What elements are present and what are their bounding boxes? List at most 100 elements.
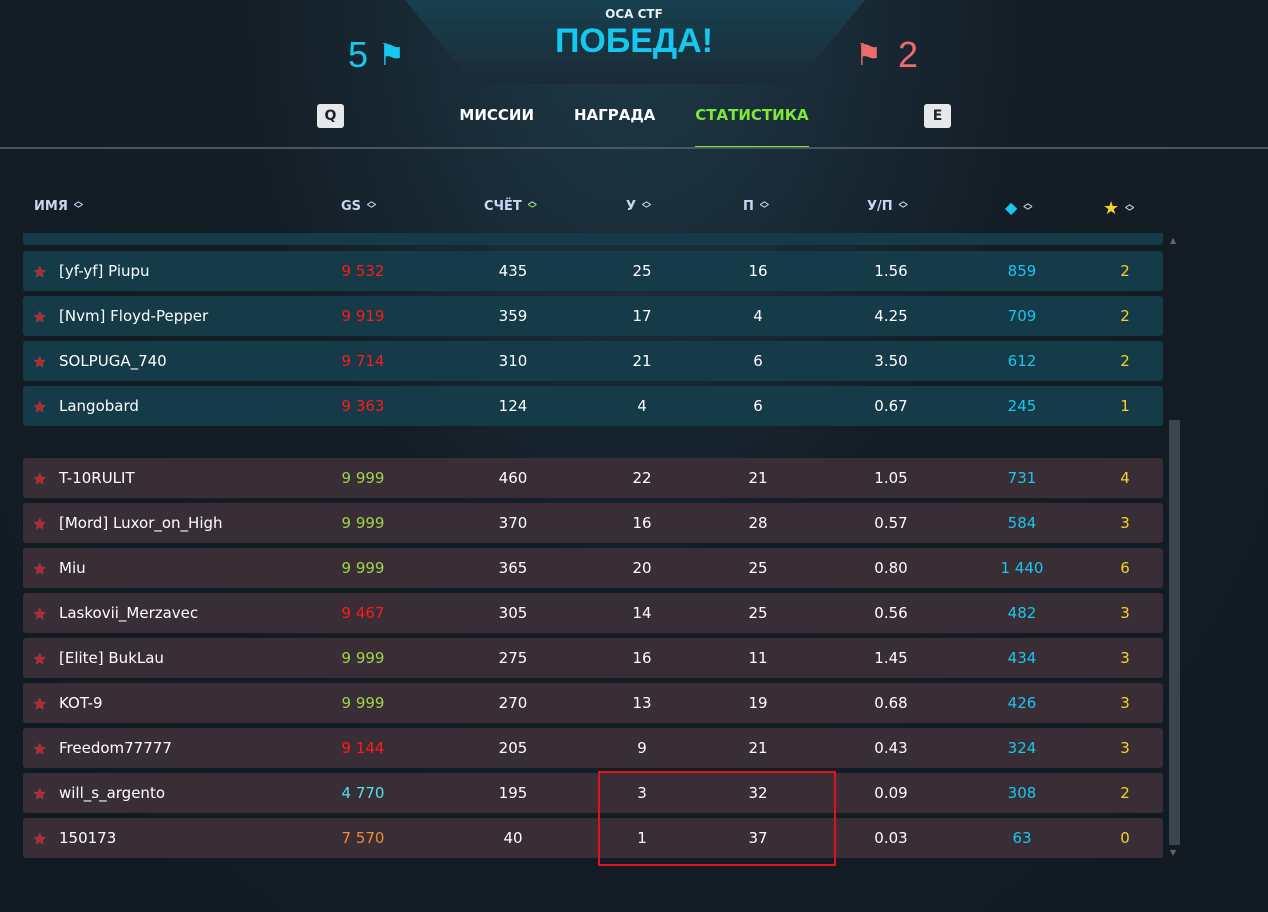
cell-cr: 482 xyxy=(1007,604,1037,622)
result-title: ПОБЕДА! xyxy=(554,22,714,60)
cell-cr: 434 xyxy=(1007,649,1037,667)
cell-gs: 9 999 xyxy=(341,469,385,487)
cell-d: 21 xyxy=(748,469,768,487)
cell-score: 270 xyxy=(498,694,528,712)
cell-d: 16 xyxy=(748,262,768,280)
cell-score: 359 xyxy=(498,307,528,325)
sort-icon: ︿ ﹀ xyxy=(1023,198,1033,217)
table-row[interactable]: ★ 150173 7 570 40 1 37 0.03 63 0 xyxy=(23,818,1163,858)
cell-gs: 9 999 xyxy=(341,649,385,667)
enemy-team-score: 2 xyxy=(898,34,919,75)
table-row[interactable]: ★ KOT-9 9 999 270 13 19 0.68 426 3 xyxy=(23,683,1163,723)
table-row[interactable]: ★ [Mord] Luxor_on_High 9 999 370 16 28 0.57 584… xyxy=(23,503,1163,543)
rank-star-icon: ★ xyxy=(33,353,47,371)
sort-icon: ︿ ﹀ xyxy=(759,197,769,215)
col-deaths[interactable]: П ︿ ﹀ xyxy=(743,197,769,215)
cell-st: 2 xyxy=(1120,352,1130,370)
cell-kd: 1.56 xyxy=(874,262,908,280)
table-row[interactable]: ★ [yf-yf] Piupu 9 532 435 25 16 1.56 859 2 xyxy=(23,251,1163,291)
cell-cr: 731 xyxy=(1007,469,1037,487)
cell-k: 16 xyxy=(632,649,652,667)
table-row[interactable]: ★ SOLPUGA_740 9 714 310 21 6 3.50 612 2 xyxy=(23,341,1163,381)
cell-gs: 7 570 xyxy=(341,829,385,847)
cell-k: 14 xyxy=(632,604,652,622)
table-row[interactable]: ★ [Nvm] Floyd-Pepper 9 919 359 17 4 4.25 709 2 xyxy=(23,296,1163,336)
cell-st: 3 xyxy=(1120,739,1130,757)
rank-star-icon: ★ xyxy=(33,308,47,326)
cell-k: 9 xyxy=(637,739,647,757)
tab-reward[interactable]: НАГРАДА xyxy=(574,106,656,124)
player-name: SOLPUGA_740 xyxy=(59,352,167,370)
cell-st: 3 xyxy=(1120,649,1130,667)
player-name: [Nvm] Floyd-Pepper xyxy=(59,307,209,325)
table-row[interactable]: ★ T-10RULIT 9 999 460 22 21 1.05 731 4 xyxy=(23,458,1163,498)
sort-icon: ︿ ﹀ xyxy=(1125,199,1135,218)
red-flag-icon: ⚑ xyxy=(855,39,882,72)
scroll-up-icon[interactable]: ▲ xyxy=(1170,236,1177,245)
player-name: 150173 xyxy=(59,829,117,847)
cell-d: 32 xyxy=(748,784,768,802)
table-row[interactable]: ★ Laskovii_Merzavec 9 467 305 14 25 0.56 482 3 xyxy=(23,593,1163,633)
scroll-down-icon[interactable]: ▼ xyxy=(1170,848,1177,857)
player-name: Langobard xyxy=(59,397,139,415)
table-row[interactable]: ★ Freedom77777 9 144 205 9 21 0.43 324 3 xyxy=(23,728,1163,768)
table-row[interactable]: ★ [Elite] BukLau 9 999 275 16 11 1.45 434 3 xyxy=(23,638,1163,678)
cell-d: 6 xyxy=(753,397,763,415)
cell-st: 2 xyxy=(1120,307,1130,325)
col-kills[interactable]: У ︿ ﹀ xyxy=(626,197,652,215)
col-deaths-label: П xyxy=(743,198,754,214)
cell-st: 3 xyxy=(1120,604,1130,622)
col-gs[interactable]: GS ︿ ﹀ xyxy=(341,198,376,215)
tab-missions[interactable]: МИССИИ xyxy=(459,106,534,124)
prev-tab-key[interactable]: Q xyxy=(317,104,344,128)
cell-k: 20 xyxy=(632,559,652,577)
col-stars[interactable]: ★ ︿ ﹀ xyxy=(1103,198,1134,219)
table-row[interactable]: ★ Miu 9 999 365 20 25 0.80 1 440 6 xyxy=(23,548,1163,588)
cell-gs: 9 144 xyxy=(341,739,385,757)
sort-icon: ︿ ﹀ xyxy=(642,197,652,215)
cell-cr: 859 xyxy=(1007,262,1037,280)
cell-kd: 0.67 xyxy=(874,397,908,415)
cell-gs: 9 999 xyxy=(341,694,385,712)
next-tab-key[interactable]: E xyxy=(924,104,951,128)
rank-star-icon: ★ xyxy=(33,263,47,281)
cell-score: 40 xyxy=(503,829,523,847)
cell-d: 25 xyxy=(748,604,768,622)
cell-d: 28 xyxy=(748,514,768,532)
col-score[interactable]: СЧЁТ ︿ ﹀ xyxy=(484,198,537,215)
rank-star-icon: ★ xyxy=(33,605,47,623)
player-name: will_s_argento xyxy=(59,784,165,802)
cell-score: 195 xyxy=(498,784,528,802)
cell-kd: 0.57 xyxy=(874,514,908,532)
table-row[interactable]: ★ Langobard 9 363 124 4 6 0.67 245 1 xyxy=(23,386,1163,426)
cell-kd: 3.50 xyxy=(874,352,908,370)
player-name: [yf-yf] Piupu xyxy=(59,262,150,280)
cell-st: 2 xyxy=(1120,262,1130,280)
tab-statistics[interactable]: СТАТИСТИКА xyxy=(695,106,809,148)
cell-score: 305 xyxy=(498,604,528,622)
sort-icon: ︿ ﹀ xyxy=(73,197,83,215)
cell-d: 37 xyxy=(748,829,768,847)
cell-gs: 9 714 xyxy=(341,352,385,370)
cell-kd: 4.25 xyxy=(874,307,908,325)
player-name: Miu xyxy=(59,559,86,577)
col-kd[interactable]: У/П ︿ ﹀ xyxy=(867,198,908,215)
col-name-label: ИМЯ xyxy=(34,198,68,214)
scrollbar[interactable] xyxy=(1169,420,1180,845)
table-row[interactable]: ★ will_s_argento 4 770 195 3 32 0.09 308 2 xyxy=(23,773,1163,813)
scoreboard-list[interactable]: ★ [yf-yf] Piupu 9 532 435 25 16 1.56 859 2 ★ [Nvm]… xyxy=(23,233,1163,858)
cell-gs: 9 919 xyxy=(341,307,385,325)
col-crystals[interactable]: ◆ ︿ ﹀ xyxy=(1005,198,1032,217)
rank-star-icon: ★ xyxy=(33,695,47,713)
cell-k: 16 xyxy=(632,514,652,532)
cell-d: 6 xyxy=(753,352,763,370)
cell-cr: 324 xyxy=(1007,739,1037,757)
cell-score: 460 xyxy=(498,469,528,487)
cell-k: 25 xyxy=(632,262,652,280)
cell-score: 275 xyxy=(498,649,528,667)
player-name: Laskovii_Merzavec xyxy=(59,604,199,622)
cell-k: 3 xyxy=(637,784,647,802)
cell-st: 0 xyxy=(1120,829,1130,847)
cell-d: 25 xyxy=(748,559,768,577)
col-name[interactable]: ИМЯ ︿ ﹀ xyxy=(34,197,83,215)
